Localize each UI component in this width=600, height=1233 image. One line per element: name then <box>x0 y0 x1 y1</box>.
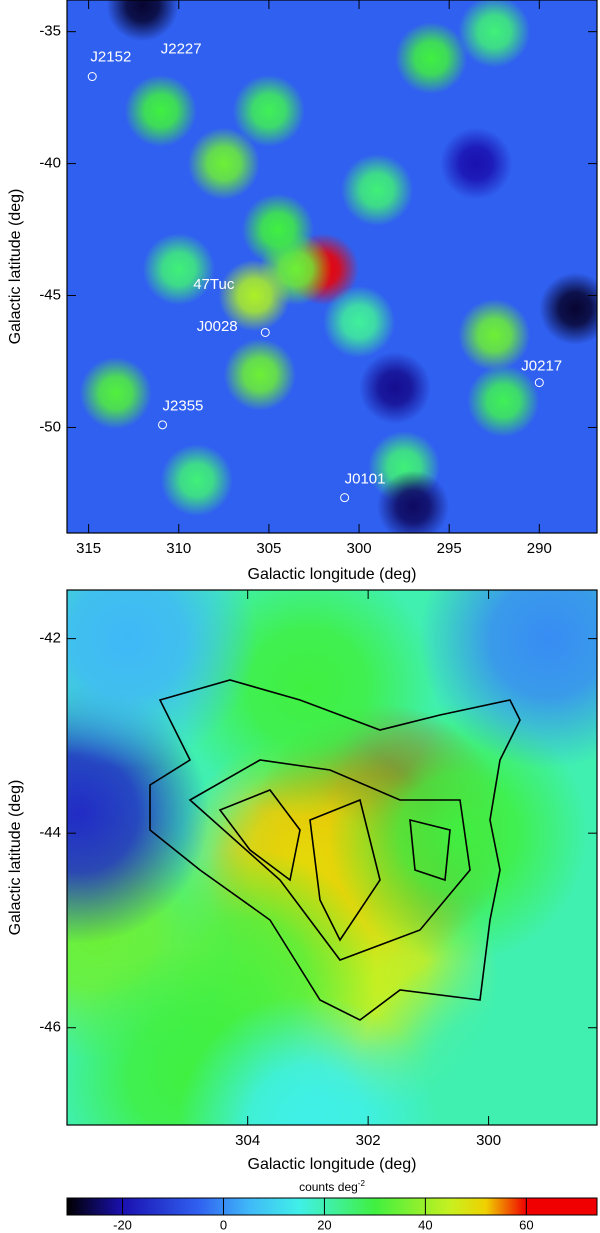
blob <box>142 233 215 306</box>
contour <box>409 818 451 882</box>
y-tick-label: -44 <box>39 824 61 841</box>
source-label: J2355 <box>163 397 204 414</box>
blob <box>187 127 260 200</box>
contour <box>188 759 471 961</box>
source-label: 47Tuc <box>193 276 235 293</box>
blob <box>359 351 432 424</box>
colorbar-label-exponent: -2 <box>358 1179 366 1188</box>
source-marker <box>340 493 350 503</box>
blob <box>124 74 197 147</box>
colorbar-tick-label: 20 <box>317 1217 331 1232</box>
colorbar-label: counts deg <box>299 1180 358 1194</box>
x-tick-label: 302 <box>356 1132 381 1149</box>
source-label: J2152 <box>90 48 131 65</box>
x-axis-label: Galactic longitude (deg) <box>248 1156 417 1173</box>
blob <box>241 193 314 266</box>
heatmap <box>67 0 597 533</box>
blob <box>377 470 450 533</box>
blob <box>160 444 233 517</box>
heatmap <box>67 590 597 1125</box>
contour <box>218 789 301 882</box>
x-tick-label: 290 <box>527 540 552 557</box>
source-marker <box>260 327 270 337</box>
y-tick-label: -46 <box>39 1019 61 1036</box>
contour <box>149 679 521 1021</box>
blob <box>79 357 152 430</box>
blob <box>440 127 513 200</box>
plot-frame <box>66 589 598 1126</box>
source-marker <box>158 420 168 430</box>
x-tick-label: 315 <box>76 540 101 557</box>
y-tick-label: -42 <box>39 630 61 647</box>
x-tick-label: 300 <box>476 1132 501 1149</box>
y-tick-label: -40 <box>39 155 61 172</box>
source-label: J2227 <box>161 41 202 58</box>
y-tick-label: -45 <box>39 286 61 303</box>
blob <box>232 74 305 147</box>
contour <box>309 798 381 942</box>
source-label: J0028 <box>197 318 238 335</box>
colorbar-tick-label: 40 <box>418 1217 432 1232</box>
contours <box>149 679 521 1021</box>
blob <box>67 590 258 769</box>
blob <box>218 259 291 332</box>
blob <box>467 365 540 438</box>
y-axis-label: Galactic latitude (deg) <box>7 189 24 345</box>
x-tick-label: 310 <box>166 540 191 557</box>
blob <box>323 285 396 358</box>
source-marker <box>87 72 97 82</box>
source-label: J0217 <box>521 358 562 375</box>
blob <box>341 153 414 226</box>
blob <box>223 338 296 411</box>
blob <box>458 299 531 372</box>
blob <box>458 0 531 68</box>
y-tick-label: -50 <box>39 418 61 435</box>
blob <box>177 995 438 1125</box>
blob <box>328 703 589 964</box>
blob <box>539 272 597 345</box>
source-marker <box>534 378 544 388</box>
blob <box>418 590 597 769</box>
x-axis-label: Galactic longitude (deg) <box>248 566 417 583</box>
y-axis-label: Galactic latitude (deg) <box>7 780 24 936</box>
colorbar-title: counts deg-2 <box>299 1179 365 1194</box>
x-tick-label: 304 <box>235 1132 260 1149</box>
colorbar-tick-label: 0 <box>220 1217 227 1232</box>
colorbar <box>66 1197 598 1216</box>
y-tick-label: -35 <box>39 23 61 40</box>
blob <box>395 22 468 95</box>
x-tick-label: 300 <box>347 540 372 557</box>
plot-frame <box>66 0 598 534</box>
x-tick-label: 305 <box>256 540 281 557</box>
blob <box>106 0 179 42</box>
source-label: J0101 <box>345 470 386 487</box>
colorbar-tick-label: 60 <box>519 1217 533 1232</box>
colorbar-tick-label: -20 <box>113 1217 132 1232</box>
x-tick-label: 295 <box>437 540 462 557</box>
